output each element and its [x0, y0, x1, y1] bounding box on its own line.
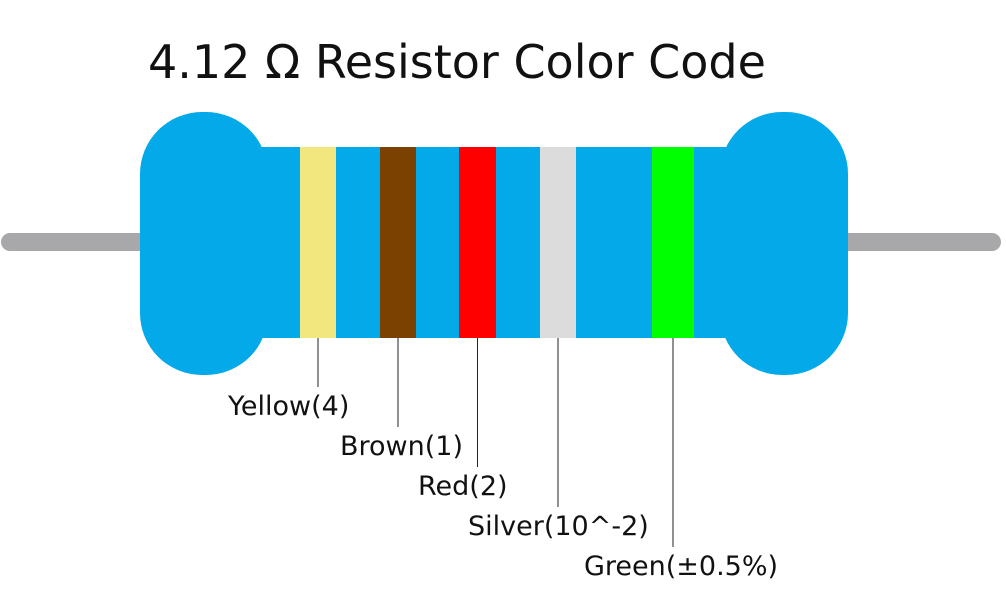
- band-label: Silver(10^-2): [468, 511, 649, 542]
- title: 4.12 Ω Resistor Color Code: [148, 35, 766, 89]
- color-band: [459, 147, 496, 338]
- band-label: Red(2): [418, 471, 508, 502]
- band-label: Brown(1): [340, 431, 463, 462]
- bands: Yellow(4) Brown(1) Red(2) Silver(10^-2) Gree…: [227, 147, 778, 582]
- band-label: Green(±0.5%): [584, 551, 778, 582]
- color-band: [652, 147, 694, 338]
- body-cap-right: [720, 112, 848, 375]
- color-band: [380, 147, 416, 338]
- band-label: Yellow(4): [227, 391, 349, 422]
- color-band: [540, 147, 576, 338]
- color-band: [300, 147, 336, 338]
- body-cap-left: [140, 112, 268, 375]
